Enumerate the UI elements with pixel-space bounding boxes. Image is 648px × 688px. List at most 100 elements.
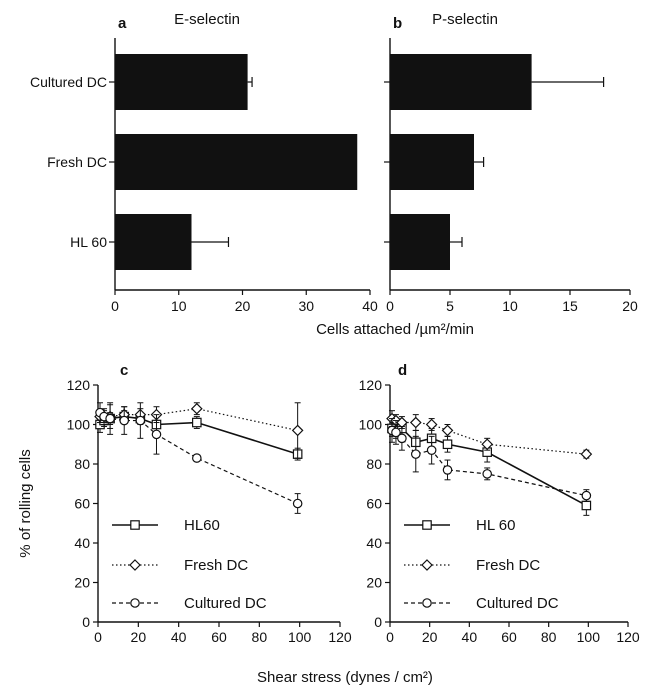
panel-letter-a: a <box>118 15 127 32</box>
shared-xlabel-bottom: Shear stress (dynes / cm²) <box>257 669 433 686</box>
y-tick-label-d: 120 <box>359 377 383 393</box>
series-line <box>391 427 587 507</box>
legend-label: Fresh DC <box>184 557 248 574</box>
x-tick-label-d: 40 <box>462 629 478 645</box>
bar <box>115 134 358 190</box>
legend-c: HL60 Fresh DC Cultured DC <box>112 517 267 612</box>
x-tick-label-d: 120 <box>616 629 640 645</box>
data-point-circle <box>391 427 401 438</box>
x-tick-label-d: 0 <box>386 629 394 645</box>
data-point-diamond <box>291 424 304 437</box>
y-tick-label-c: 100 <box>67 417 91 433</box>
data-point-circle <box>482 469 492 479</box>
panel-letter-b: b <box>393 15 402 32</box>
chart-title-b: P-selectin <box>432 11 498 28</box>
y-tick-label-d: 80 <box>366 456 382 472</box>
category-label: HL 60 <box>70 234 107 250</box>
x-tick-label-c: 80 <box>252 629 268 645</box>
data-point-diamond <box>129 559 141 571</box>
x-tick-label-c: 20 <box>131 629 147 645</box>
y-tick-label-c: 20 <box>74 575 90 591</box>
x-tick-label-b: 15 <box>562 298 578 314</box>
y-tick-label-d: 100 <box>359 417 383 433</box>
legend-label: Cultured DC <box>476 595 559 612</box>
x-tick-label-d: 20 <box>422 629 438 645</box>
series-line <box>391 429 587 497</box>
legend-label: HL60 <box>184 517 220 534</box>
data-point-diamond <box>190 402 203 415</box>
x-tick-label-a: 40 <box>362 298 378 314</box>
x-tick-label-b: 10 <box>502 298 518 314</box>
legend-d: HL 60 Fresh DC Cultured DC <box>404 517 559 612</box>
x-tick-label-a: 10 <box>171 298 187 314</box>
data-point-square <box>192 417 202 428</box>
y-tick-label-d: 40 <box>366 535 382 551</box>
legend-label: HL 60 <box>476 517 515 534</box>
panel-c: c 0 20 40 60 80 100 120 0 20 40 60 80 100 120 % of roll… <box>17 362 352 645</box>
bar <box>390 214 450 270</box>
category-label: Cultured DC <box>30 74 107 90</box>
data-point-square <box>130 520 140 530</box>
data-point-circle <box>135 415 146 426</box>
x-tick-label-c: 40 <box>171 629 187 645</box>
category-label: Fresh DC <box>47 154 107 170</box>
panel-letter-d: d <box>398 362 407 379</box>
data-point-square <box>581 500 592 511</box>
bar <box>390 54 532 110</box>
data-point-circle <box>292 498 303 509</box>
bar <box>390 134 474 190</box>
panel-b: b P-selectin 0 5 10 15 20 <box>384 11 638 314</box>
data-point-diamond <box>441 424 454 437</box>
x-tick-label-d: 100 <box>577 629 601 645</box>
y-tick-label-d: 20 <box>366 575 382 591</box>
x-tick-label-a: 20 <box>235 298 251 314</box>
x-tick-label-a: 0 <box>111 298 119 314</box>
data-point-circle <box>397 433 407 444</box>
bar <box>115 54 248 110</box>
x-tick-label-b: 5 <box>446 298 454 314</box>
series-diamond <box>94 402 304 459</box>
data-point-diamond <box>409 416 422 429</box>
data-point-circle <box>426 445 437 455</box>
data-point-circle <box>119 415 130 426</box>
data-point-circle <box>151 429 162 440</box>
x-tick-label-b: 0 <box>386 298 394 314</box>
legend-label: Fresh DC <box>476 557 540 574</box>
series-circle <box>387 418 592 503</box>
legend-label: Cultured DC <box>184 595 267 612</box>
y-tick-label-c: 120 <box>67 377 91 393</box>
data-point-circle <box>192 453 202 463</box>
data-point-circle <box>410 449 421 459</box>
data-point-diamond <box>580 448 593 460</box>
chart-title-a: E-selectin <box>174 11 240 28</box>
data-point-circle <box>105 413 115 424</box>
data-point-diamond <box>425 418 438 431</box>
panel-letter-c: c <box>120 362 128 379</box>
x-tick-label-c: 0 <box>94 629 102 645</box>
y-tick-label-d: 60 <box>366 496 382 512</box>
y-tick-label-c: 40 <box>74 535 90 551</box>
x-tick-label-b: 20 <box>622 298 638 314</box>
panel-d: d 0 20 40 60 80 100 120 0 20 40 60 80 100 120 HL 60 Fres… <box>359 362 640 645</box>
x-tick-label-a: 30 <box>298 298 314 314</box>
data-point-diamond <box>481 438 494 451</box>
x-tick-label-c: 100 <box>288 629 312 645</box>
x-tick-label-d: 60 <box>501 629 517 645</box>
y-axis-label: % of rolling cells <box>17 449 34 557</box>
y-tick-label-c: 80 <box>74 456 90 472</box>
y-tick-label-d: 0 <box>374 614 382 630</box>
x-tick-label-c: 120 <box>328 629 352 645</box>
data-point-circle <box>442 465 453 475</box>
y-tick-label-c: 0 <box>82 614 90 630</box>
bar <box>115 214 192 270</box>
data-point-circle <box>581 490 592 501</box>
series-circle <box>95 402 303 514</box>
data-point-circle <box>422 598 432 608</box>
x-tick-label-d: 80 <box>541 629 557 645</box>
data-point-square <box>442 439 453 450</box>
shared-xlabel-top: Cells attached /µm²/min <box>316 321 474 338</box>
panel-a: a E-selectin 0 10 20 30 40 Cultured DC Fresh DC H… <box>30 11 378 314</box>
data-point-circle <box>130 598 140 608</box>
x-tick-label-c: 60 <box>211 629 227 645</box>
